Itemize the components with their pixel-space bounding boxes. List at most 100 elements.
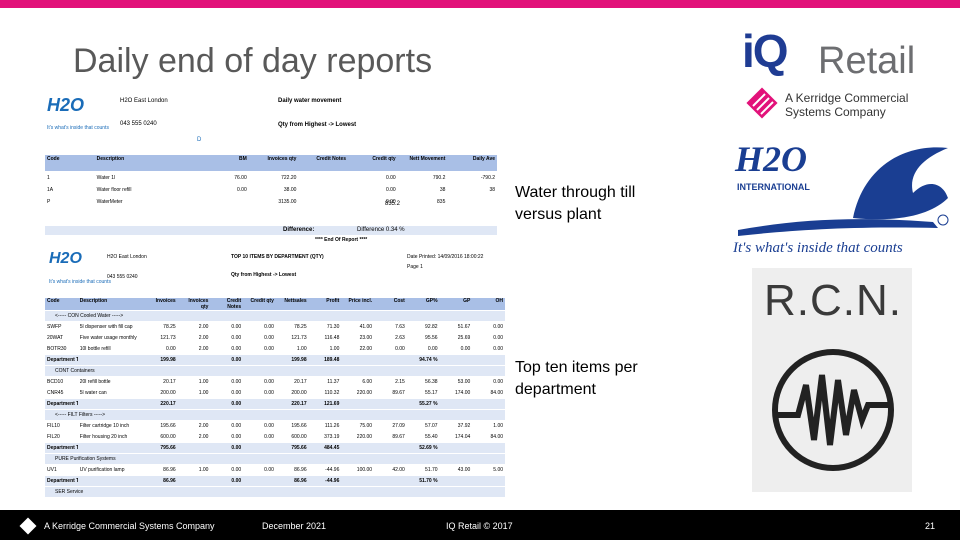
table-row: BCD10 20l refill bottle 20.17 1.00 0.00 0.00 2… <box>45 377 505 387</box>
table-cell: 95.56 <box>425 335 438 341</box>
table-cell: 0.00 <box>231 324 242 330</box>
table-row: UV1 UV purification lamp 86.96 1.00 0.00 0.00… <box>45 465 505 475</box>
table-cell: 20.17 <box>163 379 176 385</box>
table-cell: 0.00 <box>231 346 242 352</box>
table-cell: 94.74 % <box>419 357 438 363</box>
table-cell <box>341 443 374 453</box>
column-header: Nett Movement <box>409 156 446 162</box>
section-label: <----- FILT Filters -----> <box>55 412 106 418</box>
table-cell: 56.38 <box>425 379 438 385</box>
table-cell: 373.19 <box>324 434 340 440</box>
table-cell: UV1 <box>47 467 57 473</box>
table-cell: 121.69 <box>324 401 340 407</box>
table-cell <box>440 443 473 453</box>
footer-date: December 2021 <box>262 521 327 531</box>
table-cell: 52.69 % <box>419 445 438 451</box>
table-cell <box>374 399 407 409</box>
report-logo: H2O <box>47 95 85 115</box>
table-cell: Filter housing 20 inch <box>79 434 128 440</box>
column-header: Price incl. <box>348 298 373 304</box>
table-cell: 0.00 <box>237 187 247 193</box>
footer-company: A Kerridge Commercial Systems Company <box>44 521 215 531</box>
table-cell: 0.00 <box>264 346 274 352</box>
table-cell: 22.00 <box>359 346 373 352</box>
total-row: Department Total 795.66 0.00 795.66 484.45 52… <box>45 443 505 453</box>
total-row: Department Total 86.96 0.00 86.96 -44.96 51.7… <box>45 476 505 486</box>
table-cell: Department Total <box>47 357 78 363</box>
table-cell: 2.00 <box>198 434 209 440</box>
table-cell: 1426.00 <box>145 498 178 500</box>
table-cell: 38 <box>439 187 446 193</box>
table-cell: 55.17 <box>425 390 438 396</box>
rcn-circle <box>772 349 894 471</box>
table-cell: 0.00 <box>264 423 274 429</box>
report-phone: 043 555 0240 <box>120 121 157 127</box>
table-cell: 78.25 <box>294 324 307 330</box>
caption-line: Water through till <box>515 184 636 201</box>
table-cell: 0.00 <box>385 199 396 205</box>
table-row: 20WAT Five water usage monthly 121.73 2.00 0… <box>45 333 505 343</box>
table-row: 1 Water 1l 76.00 722.20 0.00 790.2 -790.2 <box>45 173 497 183</box>
table-cell: 2.15 <box>395 379 405 385</box>
table-cell <box>341 476 374 486</box>
table-cell: 20.17 <box>294 379 307 385</box>
table-cell: Filter cartridge 10 inch <box>79 423 130 429</box>
report-order: Qty from Highest -> Lowest <box>278 122 357 128</box>
table-cell: 71.30 <box>326 324 340 330</box>
table-cell: 84.00 <box>490 434 504 440</box>
table-cell <box>447 197 497 207</box>
column-header: Profit <box>326 298 340 304</box>
table-cell: Department Total <box>47 478 78 484</box>
table-cell <box>298 185 348 195</box>
table-cell: BCD10 <box>47 379 64 385</box>
table-header: Code Description BM Invoices qty Credit Note… <box>45 155 497 171</box>
table-cell <box>440 355 473 365</box>
table-cell: 790.2 <box>432 175 446 181</box>
table-cell <box>341 399 374 409</box>
table-cell: 43.00 <box>457 467 471 473</box>
table-cell: 600.00 <box>160 434 176 440</box>
table-cell: 86.96 <box>163 467 176 473</box>
table-cell: 1.00 <box>329 346 340 352</box>
table-cell: 121.73 <box>160 335 176 341</box>
footer-icon <box>19 517 37 535</box>
table-cell <box>472 399 505 409</box>
column-header: GP <box>463 298 471 304</box>
column-header: Description <box>79 298 108 304</box>
table-cell: 11.37 <box>327 379 340 385</box>
table-cell: 89.67 <box>392 390 405 396</box>
table-cell: 25.69 <box>457 335 471 341</box>
table-cell: Department Total <box>47 401 78 407</box>
table-cell: 199.98 <box>291 357 307 363</box>
table-cell: BOTR30 <box>47 346 67 352</box>
slide-title: Daily end of day reports <box>73 42 433 80</box>
table-cell: -790.2 <box>480 175 496 181</box>
table-cell: 600.00 <box>291 434 307 440</box>
h2o-text: H2O <box>735 139 807 179</box>
table-cell <box>243 476 276 486</box>
table-cell: 86.96 <box>294 467 307 473</box>
table-cell: 174.04 <box>455 434 471 440</box>
table-cell: 795.66 <box>160 445 176 451</box>
table-cell: 2.00 <box>198 335 209 341</box>
section-row: <----- FILT Filters -----> <box>45 410 505 420</box>
table-cell: 38.00 <box>283 187 297 193</box>
table-cell: 37.92 <box>457 423 471 429</box>
table-cell <box>440 476 473 486</box>
table-cell: 51.70 <box>425 467 438 473</box>
report-company: H2O East London <box>120 98 168 104</box>
column-header: OH <box>495 298 504 304</box>
section-label: SER Service <box>55 489 84 495</box>
caption-line: versus plant <box>515 206 602 223</box>
logo-iq: iQ <box>742 25 789 77</box>
difference-label: Difference: <box>283 227 315 233</box>
difference-row <box>45 226 497 235</box>
table-cell: 0.00 <box>395 346 405 352</box>
kerridge-line1: A Kerridge Commercial <box>785 91 909 105</box>
table-cell: 2.63 <box>395 335 405 341</box>
table-cell: 0.00 <box>407 498 440 500</box>
table-cell: 1.00 <box>198 390 209 396</box>
table-cell: 0.00 <box>264 379 274 385</box>
table-cell: 3135.00 <box>278 199 297 205</box>
table-cell: 53.00 <box>457 379 471 385</box>
